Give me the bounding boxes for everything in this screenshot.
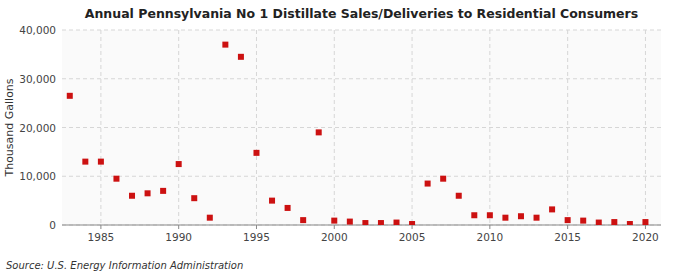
grid-line-x bbox=[645, 30, 646, 225]
point bbox=[596, 220, 602, 225]
point bbox=[347, 219, 353, 225]
x-tick bbox=[178, 225, 179, 229]
point bbox=[409, 221, 415, 225]
point bbox=[300, 217, 306, 223]
point bbox=[425, 181, 431, 187]
point bbox=[627, 221, 633, 225]
grid-line-x bbox=[334, 30, 335, 225]
point bbox=[253, 150, 259, 156]
grid-line-y bbox=[62, 225, 661, 226]
grid-line-y bbox=[62, 127, 661, 128]
point bbox=[98, 159, 104, 165]
x-tick bbox=[256, 225, 257, 229]
point bbox=[113, 176, 119, 182]
point bbox=[285, 205, 291, 211]
grid-line-x bbox=[100, 30, 101, 225]
point bbox=[269, 198, 275, 204]
point bbox=[222, 42, 228, 48]
y-tick-label: 20,000 bbox=[19, 122, 56, 134]
y-tick-label: 10,000 bbox=[19, 170, 56, 182]
point bbox=[378, 220, 384, 225]
x-tick bbox=[645, 225, 646, 229]
point bbox=[238, 54, 244, 60]
x-tick bbox=[489, 225, 490, 229]
y-tick-label: 40,000 bbox=[19, 24, 56, 36]
point bbox=[176, 161, 182, 167]
x-tick-label: 2020 bbox=[632, 231, 659, 243]
point bbox=[207, 215, 213, 221]
y-tick-label: 0 bbox=[49, 219, 56, 231]
grid-line-x bbox=[489, 30, 490, 225]
grid bbox=[62, 30, 661, 225]
point bbox=[82, 159, 88, 165]
x-tick bbox=[100, 225, 101, 229]
x-tick-label: 2005 bbox=[399, 231, 426, 243]
grid-line-y bbox=[62, 30, 661, 31]
point bbox=[642, 219, 648, 225]
grid-line-x bbox=[256, 30, 257, 225]
y-tick-label: 30,000 bbox=[19, 73, 56, 85]
grid-line-x bbox=[567, 30, 568, 225]
grid-line-x bbox=[412, 30, 413, 225]
point bbox=[580, 218, 586, 224]
grid-line-y bbox=[62, 176, 661, 177]
points bbox=[67, 42, 649, 225]
source-note: Source: U.S. Energy Information Administ… bbox=[6, 260, 243, 271]
point bbox=[362, 220, 368, 225]
point bbox=[394, 220, 400, 225]
point bbox=[145, 190, 151, 196]
point bbox=[487, 212, 493, 218]
x-tick-label: 2015 bbox=[554, 231, 581, 243]
point bbox=[471, 212, 477, 218]
point bbox=[565, 217, 571, 223]
x-tick-label: 2010 bbox=[476, 231, 503, 243]
x-axis-line bbox=[62, 225, 661, 226]
point bbox=[316, 129, 322, 135]
chart: Annual Pennsylvania No 1 Distillate Sale… bbox=[0, 0, 675, 275]
x-tick-label: 1985 bbox=[88, 231, 115, 243]
plot-area bbox=[62, 30, 661, 225]
point bbox=[534, 215, 540, 221]
x-tick-label: 1990 bbox=[165, 231, 192, 243]
point bbox=[160, 188, 166, 194]
point bbox=[549, 206, 555, 212]
x-tick bbox=[334, 225, 335, 229]
point bbox=[331, 218, 337, 224]
y-axis-label: Thousand Gallons bbox=[3, 78, 16, 177]
x-tick bbox=[412, 225, 413, 229]
grid-line-y bbox=[62, 78, 661, 79]
title: Annual Pennsylvania No 1 Distillate Sale… bbox=[85, 6, 638, 21]
x-tick-label: 1995 bbox=[243, 231, 270, 243]
x-tick-label: 2000 bbox=[321, 231, 348, 243]
x-tick bbox=[567, 225, 568, 229]
point bbox=[611, 219, 617, 225]
grid-line-x bbox=[178, 30, 179, 225]
point bbox=[502, 215, 508, 221]
point bbox=[129, 193, 135, 199]
point bbox=[456, 193, 462, 199]
point bbox=[518, 213, 524, 219]
point bbox=[67, 93, 73, 99]
point bbox=[191, 195, 197, 201]
point bbox=[440, 176, 446, 182]
